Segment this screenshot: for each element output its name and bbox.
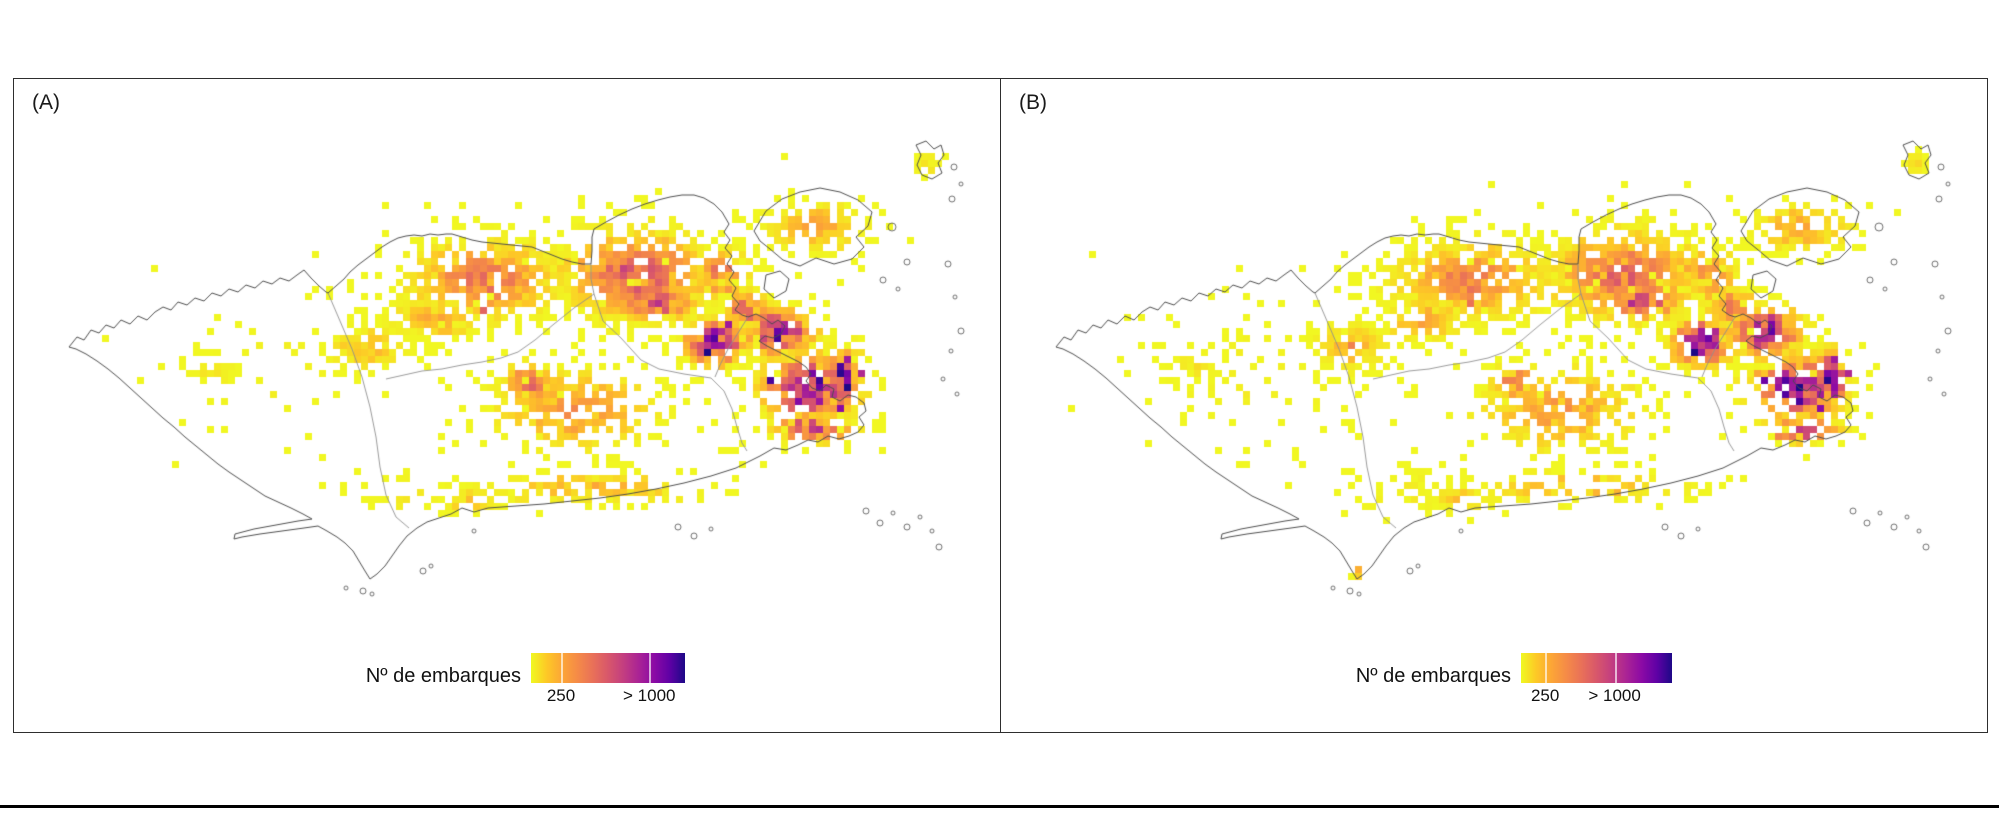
legend-tick-label-250-a: 250 <box>546 686 576 705</box>
legend-tickmark-250-a <box>561 653 564 683</box>
legend-tick-label-250-b: 250 <box>1530 686 1560 705</box>
page-bottom-rule <box>0 805 1999 808</box>
legend-tick-label-1000-a: > 1000 <box>623 686 676 705</box>
legend-colorbar-a <box>531 653 685 683</box>
map-canvas-b <box>1001 79 1987 732</box>
legend-tickmark-250-b <box>1545 653 1548 683</box>
map-panel-b: (B) Nº de embarques 250 > 1000 <box>1000 78 1988 733</box>
map-canvas-a <box>14 79 1000 732</box>
legend-tickmark-1000-a <box>649 653 652 683</box>
legend-tickmark-1000-b <box>1614 653 1617 683</box>
legend-colorbar-b <box>1521 653 1672 683</box>
panel-label-b: (B) <box>1019 91 1047 114</box>
legend-tick-label-1000-b: > 1000 <box>1588 686 1641 705</box>
legend-title-a: Nº de embarques <box>365 665 521 687</box>
legend-title-b: Nº de embarques <box>1355 665 1511 687</box>
map-panel-a: (A) Nº de embarques 250 > 1000 <box>13 78 1001 733</box>
panel-label-a: (A) <box>32 91 60 114</box>
